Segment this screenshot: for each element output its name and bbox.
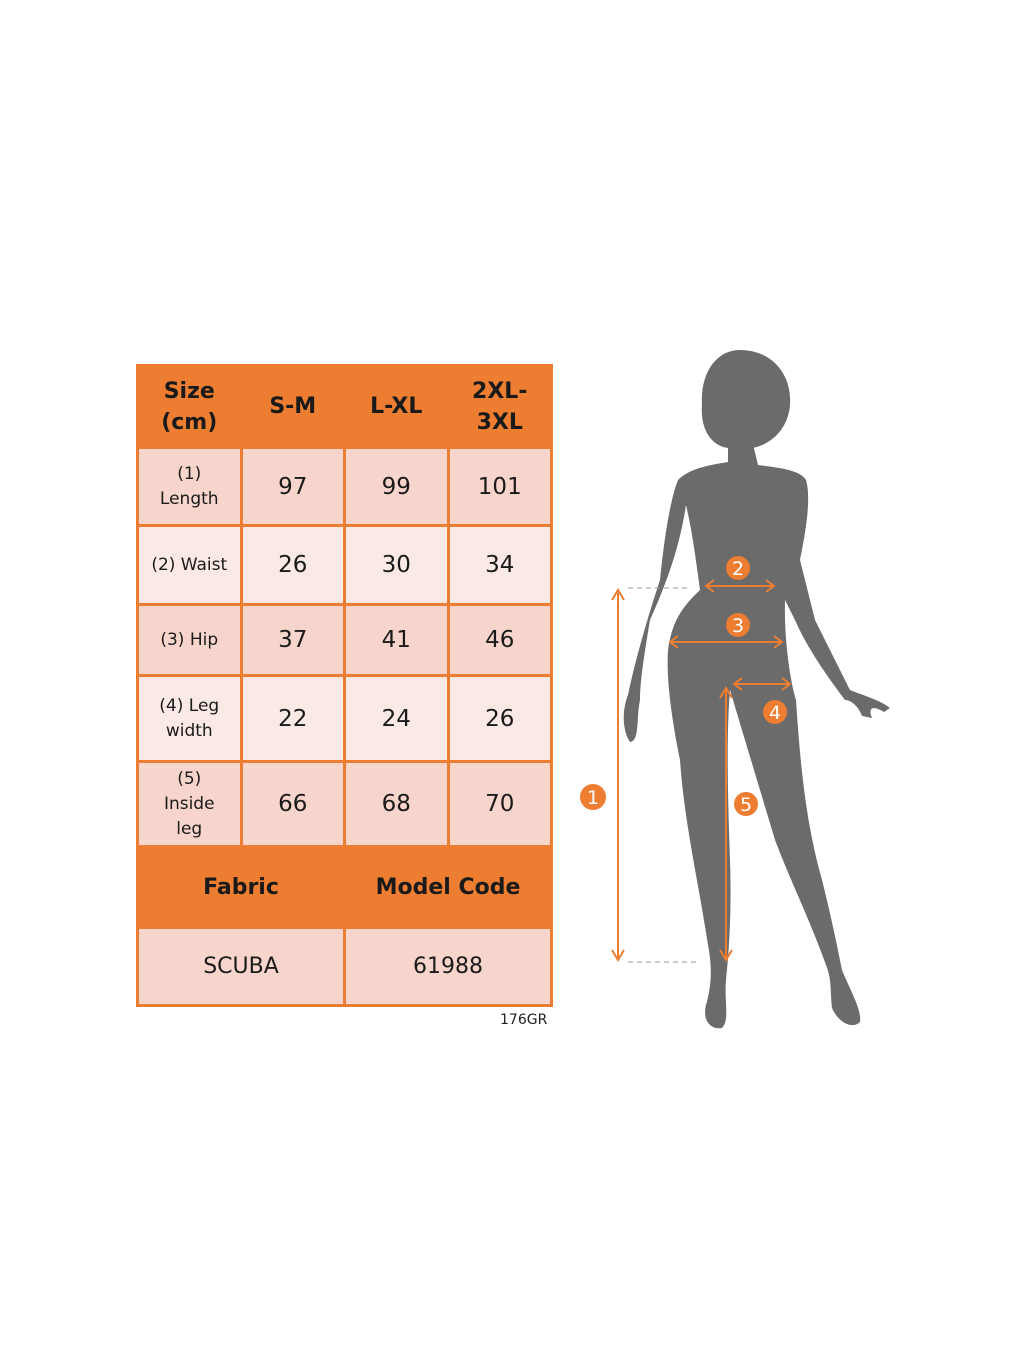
header-model-code: Model Code <box>343 845 553 929</box>
svg-text:3: 3 <box>732 615 744 637</box>
cell: 46 <box>446 603 553 677</box>
row-label: (1) Length <box>136 446 243 527</box>
marker-4-icon: 4 <box>763 700 787 724</box>
guide-lines <box>628 587 698 963</box>
header-size: Size (cm) <box>136 364 243 449</box>
marker-1-icon: 1 <box>580 784 606 810</box>
fabric-value: SCUBA <box>136 926 346 1007</box>
footer-value-row: SCUBA 61988 <box>136 926 553 1007</box>
table-row: (3) Hip 37 41 46 <box>136 603 553 677</box>
marker-5-icon: 5 <box>734 792 758 816</box>
cell: 37 <box>239 603 346 677</box>
measure-arrows <box>611 579 792 962</box>
cell: 70 <box>446 760 553 848</box>
cell: 68 <box>343 760 450 848</box>
model-code-value: 61988 <box>343 926 553 1007</box>
svg-text:5: 5 <box>740 794 752 816</box>
table-row: (5) Inside leg 66 68 70 <box>136 760 553 848</box>
head-hair <box>701 350 791 448</box>
cell: 26 <box>446 674 553 763</box>
table-row: (1) Length 97 99 101 <box>136 446 553 527</box>
table-header-row: Size (cm) S-M L-XL 2XL-3XL <box>136 364 553 449</box>
marker-3-icon: 3 <box>726 613 750 637</box>
cell: 34 <box>446 524 553 606</box>
cell: 24 <box>343 674 450 763</box>
cell: 30 <box>343 524 450 606</box>
size-chart-table: Size (cm) S-M L-XL 2XL-3XL (1) Length 97… <box>136 364 553 1007</box>
svg-text:1: 1 <box>587 787 599 809</box>
cell: 101 <box>446 446 553 527</box>
cell: 99 <box>343 446 450 527</box>
row-label: (2) Waist <box>136 524 243 606</box>
header-s-m: S-M <box>239 364 346 449</box>
cell: 97 <box>239 446 346 527</box>
row-label: (3) Hip <box>136 603 243 677</box>
table-row: (4) Leg width 22 24 26 <box>136 674 553 763</box>
body <box>623 440 890 1029</box>
row-label: (5) Inside leg <box>136 760 243 848</box>
svg-text:4: 4 <box>769 702 781 724</box>
silhouette <box>623 350 890 1029</box>
header-fabric: Fabric <box>136 845 346 929</box>
model-height-note: 176GR <box>500 1012 548 1028</box>
cell: 41 <box>343 603 450 677</box>
header-l-xl: L-XL <box>343 364 450 449</box>
svg-text:2: 2 <box>732 558 744 580</box>
cell: 22 <box>239 674 346 763</box>
cell: 66 <box>239 760 346 848</box>
footer-header-row: Fabric Model Code <box>136 845 553 929</box>
marker-badges: 1 2 3 4 5 <box>580 556 787 816</box>
table-row: (2) Waist 26 30 34 <box>136 524 553 606</box>
marker-2-icon: 2 <box>726 556 750 580</box>
header-2xl-3xl: 2XL-3XL <box>446 364 553 449</box>
row-label: (4) Leg width <box>136 674 243 763</box>
cell: 26 <box>239 524 346 606</box>
